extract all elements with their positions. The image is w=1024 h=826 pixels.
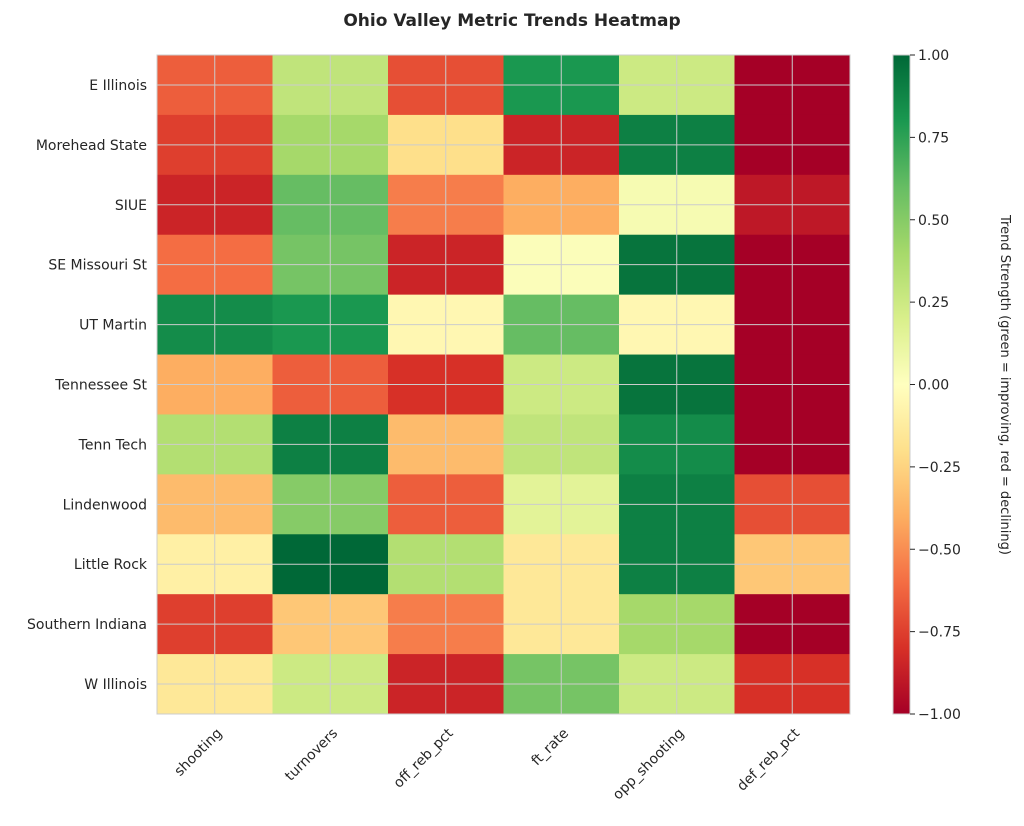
colorbar-tick-label: 0.50	[918, 213, 949, 229]
x-tick-label: off_reb_pct	[391, 725, 457, 791]
x-tick-label: shooting	[172, 726, 226, 780]
plot-frame	[156, 54, 851, 715]
colorbar-tick-label: −1.00	[918, 707, 961, 723]
chart-title: Ohio Valley Metric Trends Heatmap	[343, 11, 680, 31]
colorbar-tick-label: −0.25	[918, 460, 961, 476]
colorbar-label: Trend Strength (green = improving, red =…	[997, 214, 1012, 555]
y-tick-label: Little Rock	[74, 557, 148, 573]
y-tick-label: W Illinois	[84, 677, 147, 693]
y-tick-label: E Illinois	[89, 78, 147, 94]
y-tick-label: Morehead State	[36, 138, 147, 154]
y-tick-label: Southern Indiana	[27, 617, 147, 633]
colorbar-tick-label: −0.50	[918, 542, 961, 558]
y-tick-label: Tenn Tech	[78, 437, 147, 453]
y-tick-label: SIUE	[115, 198, 147, 214]
x-tick-label: ft_rate	[529, 726, 573, 770]
colorbar-tick-label: 0.75	[918, 130, 949, 146]
colorbar	[892, 54, 911, 715]
y-tick-label: Tennessee St	[54, 378, 147, 394]
colorbar-tick-label: 0.00	[918, 378, 949, 394]
colorbar-tick-label: −0.75	[918, 625, 961, 641]
y-tick-label: UT Martin	[79, 318, 147, 334]
y-tick-label: Lindenwood	[63, 497, 147, 513]
x-tick-label: opp_shooting	[610, 726, 688, 804]
colorbar-tick-label: 1.00	[918, 48, 949, 64]
x-tick-label: def_reb_pct	[734, 725, 803, 794]
x-tick-label: turnovers	[282, 726, 341, 785]
y-tick-label: SE Missouri St	[48, 258, 147, 274]
colorbar-tick-label: 0.25	[918, 295, 949, 311]
